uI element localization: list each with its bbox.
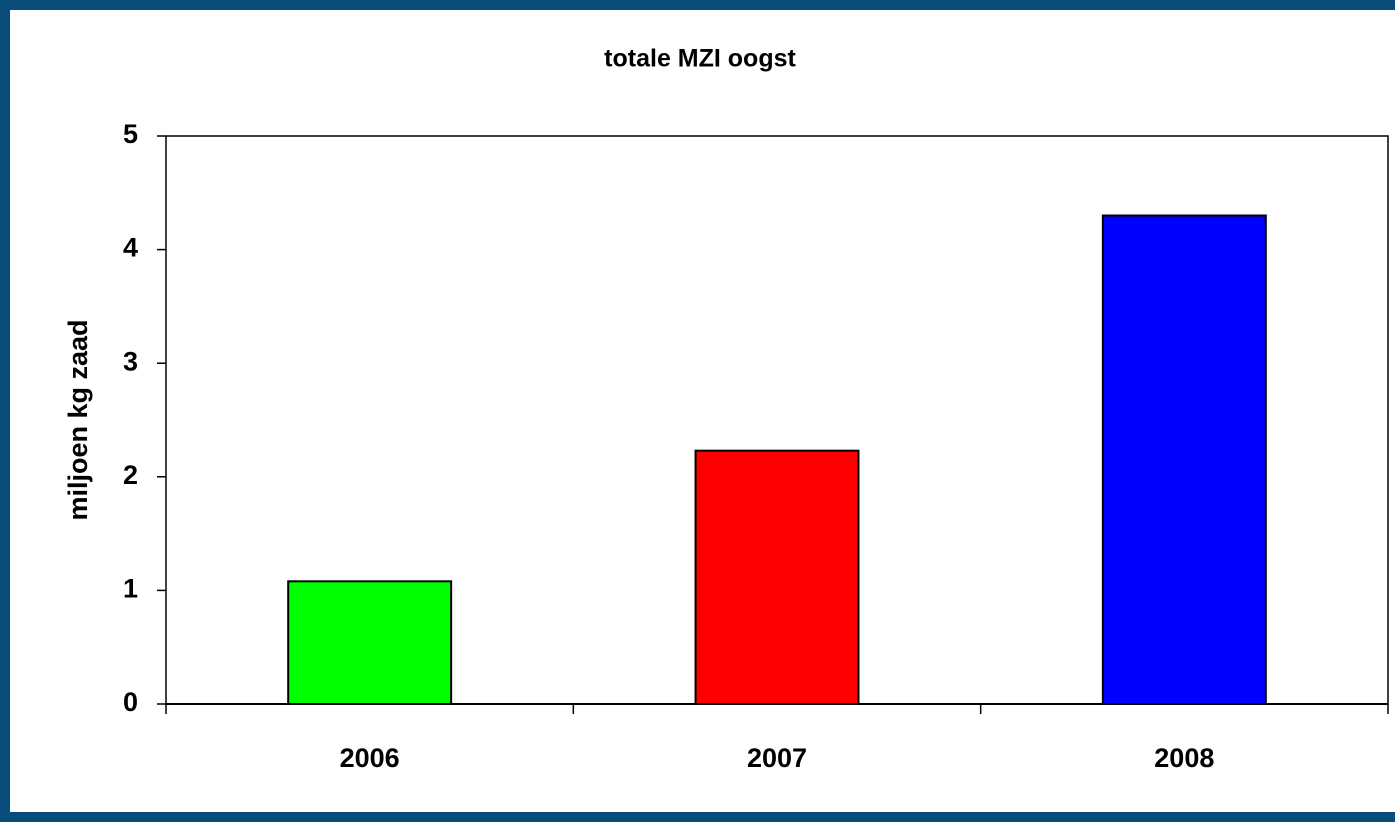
y-tick-label: 2	[123, 460, 138, 490]
x-tick-label: 2007	[747, 743, 807, 773]
y-tick-label: 0	[123, 687, 138, 717]
x-tick-label: 2008	[1154, 743, 1214, 773]
y-tick-label: 3	[123, 346, 138, 376]
y-tick-label: 1	[123, 574, 138, 604]
bar	[694, 449, 860, 705]
y-tick-label: 5	[123, 119, 138, 149]
chart-title: totale MZI oogst	[604, 45, 796, 73]
bar	[287, 580, 453, 706]
bar	[1101, 214, 1267, 706]
x-tick-label: 2006	[340, 743, 400, 773]
y-axis-label: miljoen kg zaad	[63, 319, 93, 520]
y-tick-label: 4	[123, 233, 138, 263]
